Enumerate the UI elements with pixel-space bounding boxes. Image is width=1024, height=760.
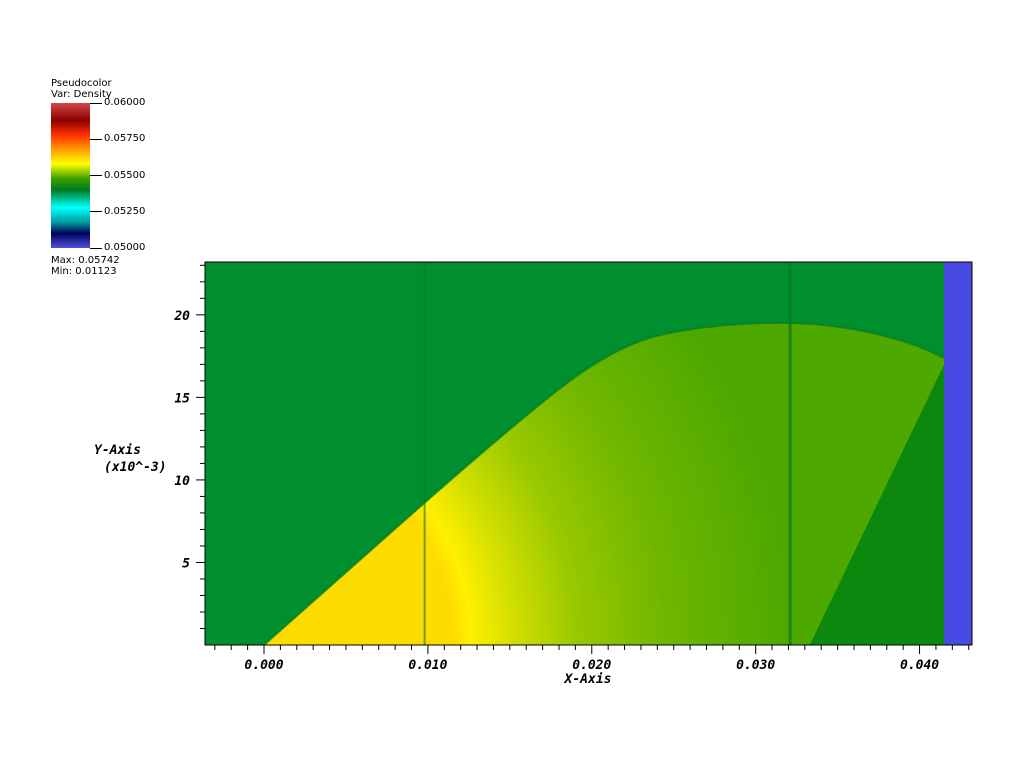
colorbar-tick-label: 0.05750	[104, 133, 146, 145]
legend-max: Max: 0.05742	[51, 255, 120, 266]
y-tick-label: 20	[173, 309, 190, 324]
colorbar-tick	[90, 211, 102, 213]
plot-frame	[204, 261, 973, 646]
x-axis-ticks: 0.000 0.010 0.020 0.030 0.040	[214, 645, 970, 673]
shock-front	[263, 321, 945, 645]
y-axis-ticks: 5 10 15 20	[173, 264, 205, 629]
x-axis-title: X-Axis	[564, 672, 612, 687]
x-tick-label: 0.000	[244, 658, 283, 673]
y-tick-label: 10	[174, 474, 190, 489]
x-tick-label: 0.010	[408, 658, 447, 673]
y-tick-label: 15	[174, 391, 190, 406]
colorbar-tick-label: 0.05500	[104, 169, 146, 181]
y-tick-label: 5	[182, 556, 190, 571]
x-tick-label: 0.030	[736, 658, 775, 673]
boundary-region	[944, 262, 972, 645]
x-tick-label: 0.040	[900, 658, 939, 673]
y-axis-title: Y-Axis	[94, 443, 141, 458]
colorbar-tick	[90, 175, 102, 176]
post-reflection-region	[809, 364, 945, 645]
colorbar-tick	[90, 138, 102, 140]
legend-variable: Var: Density	[51, 89, 112, 100]
y-axis-scale: (x10^-3)	[104, 460, 167, 475]
colorbar-tick	[90, 102, 102, 104]
legend-stats: Max: 0.05742 Min: 0.01123	[51, 255, 120, 277]
legend-min: Min: 0.01123	[51, 266, 117, 277]
legend-title: Pseudocolor Var: Density	[51, 78, 112, 100]
colorbar-tick-label: 0.05250	[104, 205, 146, 217]
colorbar	[51, 103, 90, 248]
expansion-region	[264, 322, 945, 645]
x-tick-label: 0.020	[572, 658, 611, 673]
colorbar-tick	[90, 247, 102, 249]
legend-plot-type: Pseudocolor	[51, 78, 112, 89]
colorbar-tick-label: 0.06000	[104, 97, 146, 108]
colorbar-tick-label: 0.05000	[104, 242, 146, 253]
